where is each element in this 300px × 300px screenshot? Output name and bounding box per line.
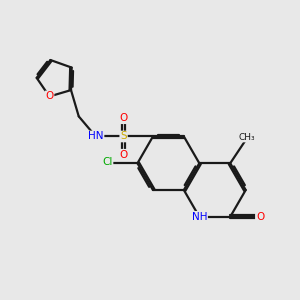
Text: O: O — [119, 150, 128, 160]
Text: O: O — [119, 113, 128, 123]
Text: NH: NH — [192, 212, 207, 222]
Text: HN: HN — [88, 131, 103, 142]
Text: CH₃: CH₃ — [239, 133, 256, 142]
Text: Cl: Cl — [102, 157, 112, 167]
Text: O: O — [256, 212, 264, 222]
Text: O: O — [45, 92, 53, 101]
Text: S: S — [120, 131, 127, 142]
